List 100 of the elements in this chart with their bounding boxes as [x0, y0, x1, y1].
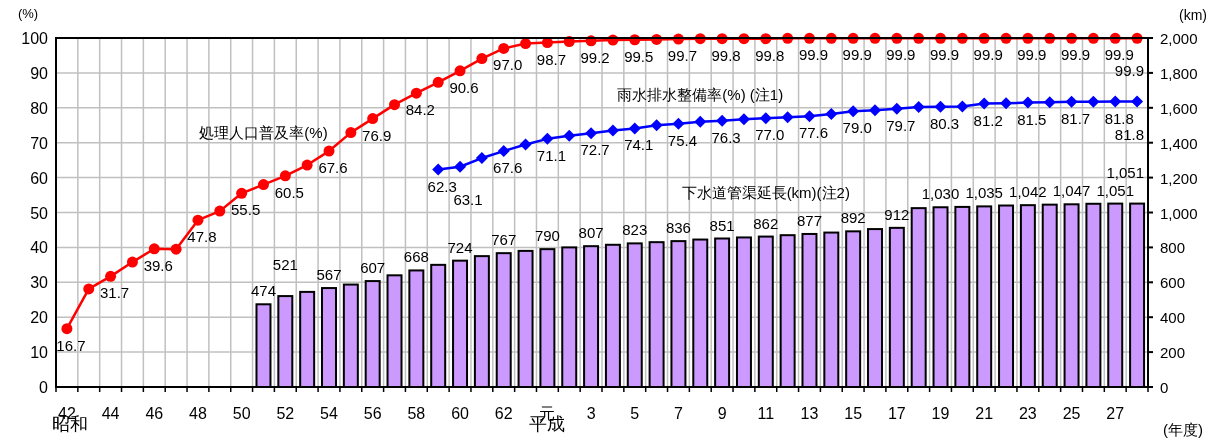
x-tick-label: 62 — [494, 405, 513, 422]
point — [520, 38, 532, 50]
data-label: 99.8 — [711, 46, 741, 64]
data-label: 97.0 — [493, 56, 523, 74]
y2-tick-label: 200 — [1160, 344, 1186, 362]
point — [1043, 96, 1056, 109]
x-tick-label: 27 — [1106, 405, 1125, 422]
point — [912, 101, 925, 114]
data-label: 724 — [447, 238, 473, 256]
y2-tick-label: 600 — [1160, 274, 1186, 292]
data-label: 67.6 — [318, 159, 348, 177]
point — [606, 124, 619, 137]
point — [410, 87, 422, 99]
data-label: 74.1 — [624, 136, 654, 154]
y2-axis-title: (km) — [1179, 7, 1207, 23]
point — [257, 179, 269, 191]
data-label: 836 — [665, 219, 691, 237]
point — [978, 97, 991, 110]
x-tick-label: 48 — [189, 405, 207, 422]
series-label: 雨水排水整備率(%) (注1) — [617, 85, 784, 103]
x-tick-label: 19 — [931, 405, 950, 422]
y-tick-label: 100 — [21, 30, 49, 47]
data-label: 668 — [403, 248, 429, 266]
x-tick-label: 60 — [451, 405, 470, 422]
point — [83, 283, 95, 295]
y-tick-label: 10 — [30, 344, 49, 362]
data-label: 567 — [316, 266, 342, 284]
point — [781, 111, 794, 124]
data-label: 31.7 — [100, 284, 130, 302]
data-label: 60.5 — [274, 183, 304, 201]
point — [454, 160, 467, 173]
data-label: 807 — [578, 224, 604, 242]
data-label: 90.6 — [449, 78, 479, 96]
data-label: 607 — [360, 259, 386, 277]
point — [563, 129, 576, 142]
data-label: 76.9 — [362, 126, 392, 144]
data-label: 99.9 — [1104, 46, 1134, 64]
series-label: 処理人口普及率(%) — [199, 123, 328, 141]
data-label: 1,042 — [1009, 183, 1047, 201]
y2-tick-label: 1,800 — [1160, 64, 1198, 82]
data-label: 80.3 — [929, 114, 960, 132]
point — [694, 115, 707, 128]
data-label: 39.6 — [143, 256, 173, 274]
point — [759, 112, 772, 125]
point — [934, 100, 947, 113]
point — [126, 256, 138, 268]
x-tick-label: 5 — [630, 405, 640, 422]
x-tick-label: 3 — [586, 405, 596, 422]
y2-tick-label: 0 — [1160, 379, 1169, 396]
point — [476, 53, 488, 65]
point — [105, 270, 117, 282]
data-label: 81.2 — [973, 111, 1003, 129]
point — [323, 145, 335, 157]
data-label: 99.2 — [580, 48, 610, 66]
point — [803, 110, 816, 123]
data-label: 99.9 — [886, 46, 916, 64]
data-label: 76.3 — [711, 128, 741, 146]
point — [454, 65, 466, 77]
data-label: 47.8 — [187, 228, 217, 246]
data-label: 851 — [709, 216, 735, 234]
data-label: 62.3 — [427, 177, 457, 195]
point — [148, 243, 160, 255]
point — [1131, 95, 1144, 108]
point — [519, 138, 532, 151]
y-tick-label: 50 — [30, 204, 49, 222]
data-label: 99.9 — [1114, 62, 1144, 80]
y2-tick-label: 800 — [1160, 239, 1186, 257]
point — [432, 76, 444, 88]
data-label: 99.9 — [842, 46, 872, 64]
point — [1000, 97, 1013, 110]
data-label: 1,051 — [1096, 181, 1135, 199]
point — [279, 170, 291, 182]
point — [432, 163, 445, 176]
point — [1109, 95, 1122, 108]
point — [214, 205, 226, 217]
data-label: 912 — [884, 205, 910, 223]
y-axis-title: (%) — [17, 6, 39, 21]
x-axis-title: (年度) — [1163, 421, 1203, 438]
y2-tick-label: 2,000 — [1160, 30, 1198, 47]
data-label: 99.9 — [1060, 46, 1091, 64]
point — [628, 122, 641, 135]
x-tick-label: 23 — [1018, 405, 1037, 422]
data-label: 1,047 — [1052, 182, 1091, 200]
point — [367, 113, 379, 125]
y-tick-label: 70 — [30, 134, 49, 152]
data-label: 99.9 — [973, 46, 1003, 64]
data-label: 99.9 — [929, 46, 960, 64]
point — [236, 187, 248, 199]
data-label: 767 — [491, 231, 517, 249]
data-label: 521 — [272, 256, 298, 274]
data-label: 99.9 — [798, 46, 829, 64]
y2-tick-label: 400 — [1160, 309, 1186, 327]
point — [956, 100, 969, 113]
data-label: 1,051 — [1106, 163, 1144, 181]
point — [497, 145, 510, 158]
point — [541, 132, 554, 145]
point — [389, 99, 401, 111]
data-label: 1,030 — [921, 185, 960, 203]
point — [345, 127, 357, 139]
y2-tick-label: 1,600 — [1160, 99, 1198, 117]
